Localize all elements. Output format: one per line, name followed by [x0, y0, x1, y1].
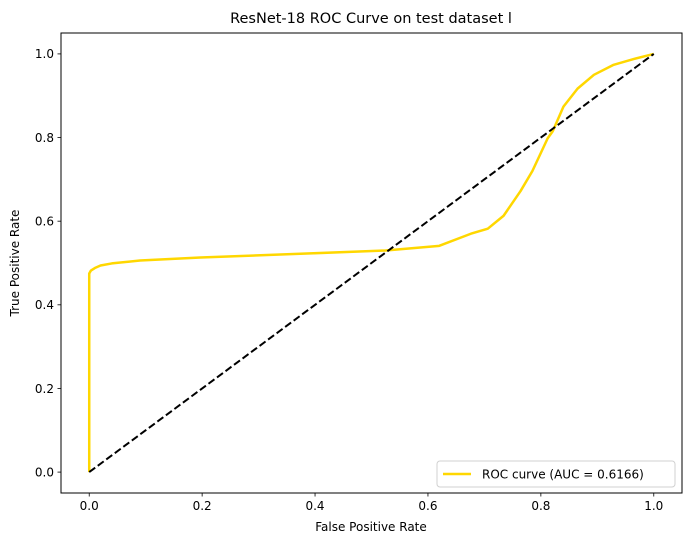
x-tick-label: 0.6: [418, 499, 437, 513]
y-tick-label: 0.6: [35, 214, 54, 228]
y-axis-label: True Positive Rate: [8, 210, 22, 318]
x-tick-label: 0.8: [531, 499, 550, 513]
y-tick-label: 0.8: [35, 131, 54, 145]
plot-area: [87, 52, 655, 473]
y-tick-label: 0.2: [35, 382, 54, 396]
x-tick-label: 0.2: [193, 499, 212, 513]
y-tick-label: 0.0: [35, 465, 54, 479]
x-tick-label: 0.0: [80, 499, 99, 513]
legend-label: ROC curve (AUC = 0.6166): [482, 468, 644, 482]
y-tick-label: 0.4: [35, 298, 54, 312]
roc-curve-line: [87, 52, 655, 473]
y-axis-ticks: 0.0 0.2 0.4 0.6 0.8 1.0: [35, 47, 61, 479]
axes-frame: [60, 32, 683, 494]
chance-diagonal-line: [88, 53, 655, 473]
x-axis-ticks: 0.0 0.2 0.4 0.6 0.8 1.0: [80, 493, 663, 513]
x-tick-label: 0.4: [305, 499, 324, 513]
chart-title: ResNet-18 ROC Curve on test dataset l: [230, 11, 512, 27]
y-tick-label: 1.0: [35, 47, 54, 61]
legend: ROC curve (AUC = 0.6166): [436, 460, 676, 488]
legend-box: [436, 460, 676, 488]
x-axis-label: False Positive Rate: [315, 520, 427, 534]
x-tick-label: 1.0: [644, 499, 663, 513]
